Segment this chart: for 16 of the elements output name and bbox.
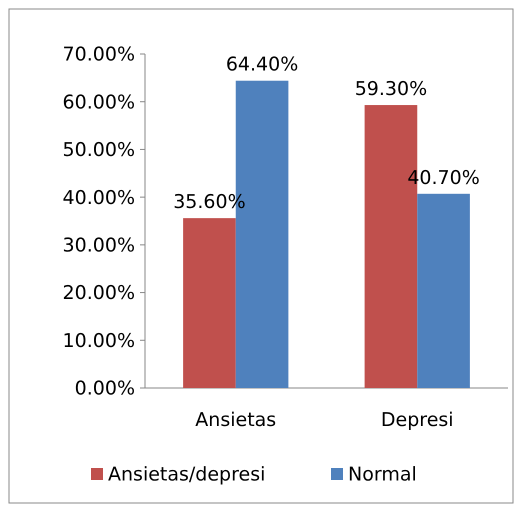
x-tick-label: Depresi <box>380 409 454 431</box>
bar <box>417 194 470 388</box>
y-tick-label: 10.00% <box>62 330 135 352</box>
legend-label: Ansietas/depresi <box>108 464 266 486</box>
data-label: 59.30% <box>354 78 428 100</box>
y-tick-label: 0.00% <box>74 378 135 400</box>
y-tick-label: 20.00% <box>62 282 135 304</box>
y-tick-label: 30.00% <box>62 234 135 257</box>
legend-label: Normal <box>348 464 417 486</box>
data-label: 64.40% <box>226 54 298 76</box>
y-tick-label: 70.00% <box>62 44 135 66</box>
bar <box>183 218 236 388</box>
x-tick-label: Ansietas <box>195 409 276 431</box>
y-tick-label: 50.00% <box>62 139 135 162</box>
y-tick-label: 60.00% <box>62 91 135 114</box>
y-tick-label: 40.00% <box>62 186 135 209</box>
